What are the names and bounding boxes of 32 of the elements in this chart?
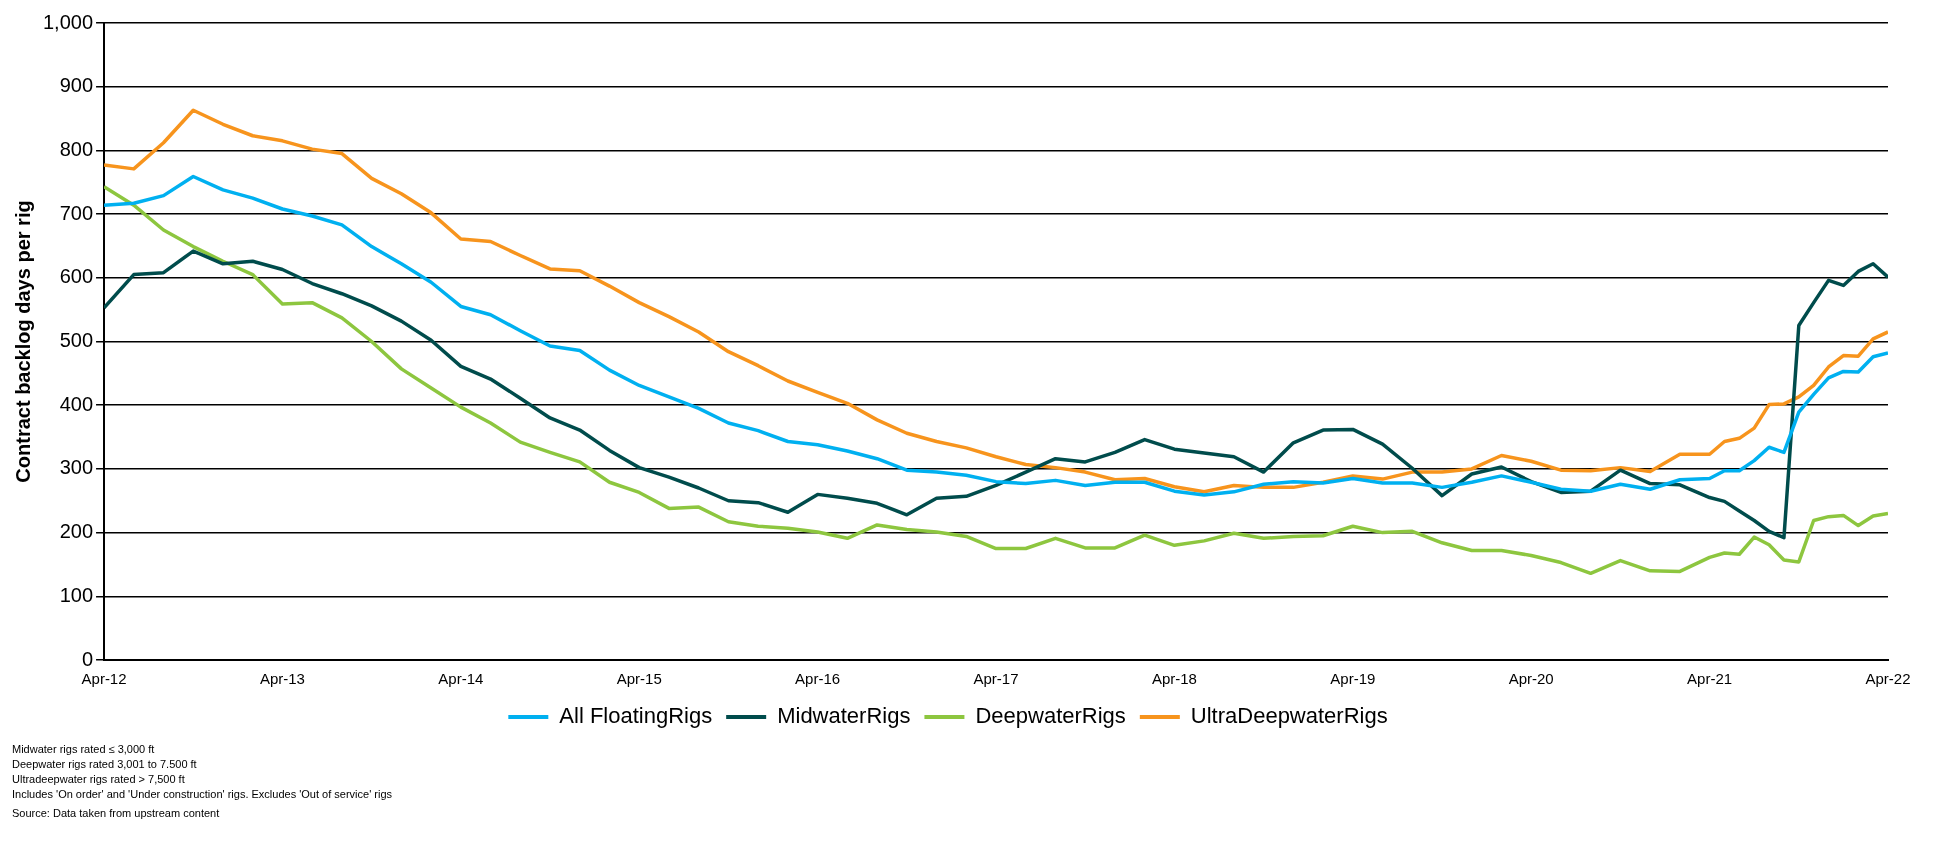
x-tick-label: Apr-12 [81, 670, 127, 688]
x-tick-label: Apr-18 [1151, 670, 1197, 688]
x-tick-label: Apr-21 [1687, 670, 1733, 688]
y-tick-label: 700 [59, 201, 94, 224]
text: Ultradeepwater rigs rated > 7,500 ft [12, 772, 186, 787]
y-tick-label: 200 [59, 520, 94, 543]
text: Deepwater rigs rated 3,001 to 7.500 ft [12, 757, 198, 772]
y-tick-label: 300 [59, 456, 94, 479]
y-tick-label: 500 [59, 329, 94, 352]
x-tick-label: Apr-22 [1865, 670, 1911, 688]
text: Includes 'On order' and 'Under construction' rigs. Excludes 'Out of service' rigs [12, 787, 394, 802]
x-tick-label: Apr-19 [1330, 670, 1376, 688]
x-tick-label: Apr-20 [1508, 670, 1554, 688]
x-tick-label: Apr-13 [259, 670, 305, 688]
y-tick-label: 0 [81, 647, 94, 670]
text: Midwater rigs rated ≤ 3,000 ft [12, 742, 156, 757]
y-tick-label: 900 [59, 74, 94, 97]
y-tick-label: 400 [59, 392, 94, 415]
source-note: Source: Data taken from upstream content [12, 806, 221, 821]
y-axis-title: Contract backlog days per rig [11, 200, 34, 483]
x-tick-label: Apr-16 [795, 670, 841, 688]
legend-label: MidwaterRigs [777, 703, 911, 729]
legend-label: UltraDeepwaterRigs [1190, 703, 1388, 729]
legend-label: All FloatingRigs [559, 703, 713, 729]
legend-label: DeepwaterRigs [975, 703, 1126, 729]
x-tick-label: Apr-15 [616, 670, 662, 688]
y-tick-label: 1,000 [42, 10, 94, 33]
x-tick-label: Apr-14 [438, 670, 484, 688]
y-tick-label: 100 [59, 583, 94, 606]
y-tick-label: 800 [59, 137, 94, 160]
x-tick-label: Apr-17 [973, 670, 1019, 688]
y-tick-label: 600 [59, 265, 94, 288]
